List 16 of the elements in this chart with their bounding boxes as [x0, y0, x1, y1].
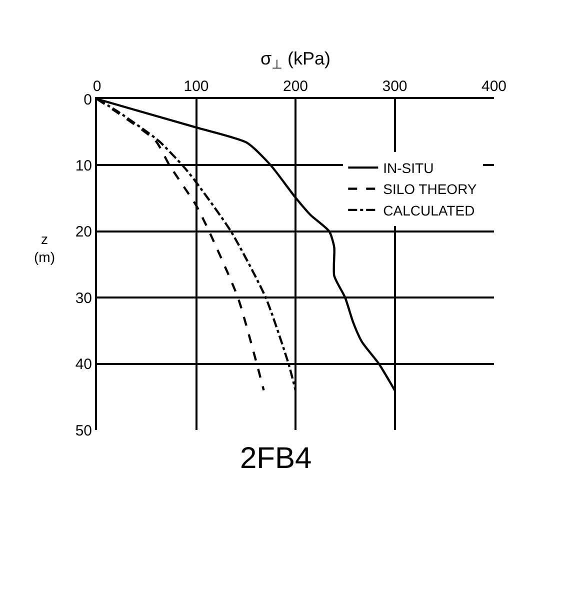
x-tick-label: 300 [382, 78, 408, 95]
y-axis-title: z (m) [34, 231, 55, 266]
x-tick-label: 100 [184, 78, 209, 95]
y-tick-label: 0 [84, 91, 92, 108]
x-axis-title: σ$_{⊥}$ (kPa) [260, 48, 331, 72]
x-tick-label: 200 [282, 78, 308, 95]
y-tick-label: 40 [75, 356, 92, 374]
legend-label: CALCULATED [383, 202, 475, 218]
legend-label: SILO THEORY [383, 181, 478, 198]
y-tick-label: 10 [75, 157, 92, 174]
y-tick-label: 30 [75, 290, 92, 307]
text: 2FB4 [240, 442, 312, 475]
y-tick-label: 50 [75, 422, 92, 440]
y-tick-label: 20 [75, 224, 92, 241]
legend-label: IN-SITU [383, 160, 434, 176]
x-tick-label: 400 [481, 78, 507, 95]
